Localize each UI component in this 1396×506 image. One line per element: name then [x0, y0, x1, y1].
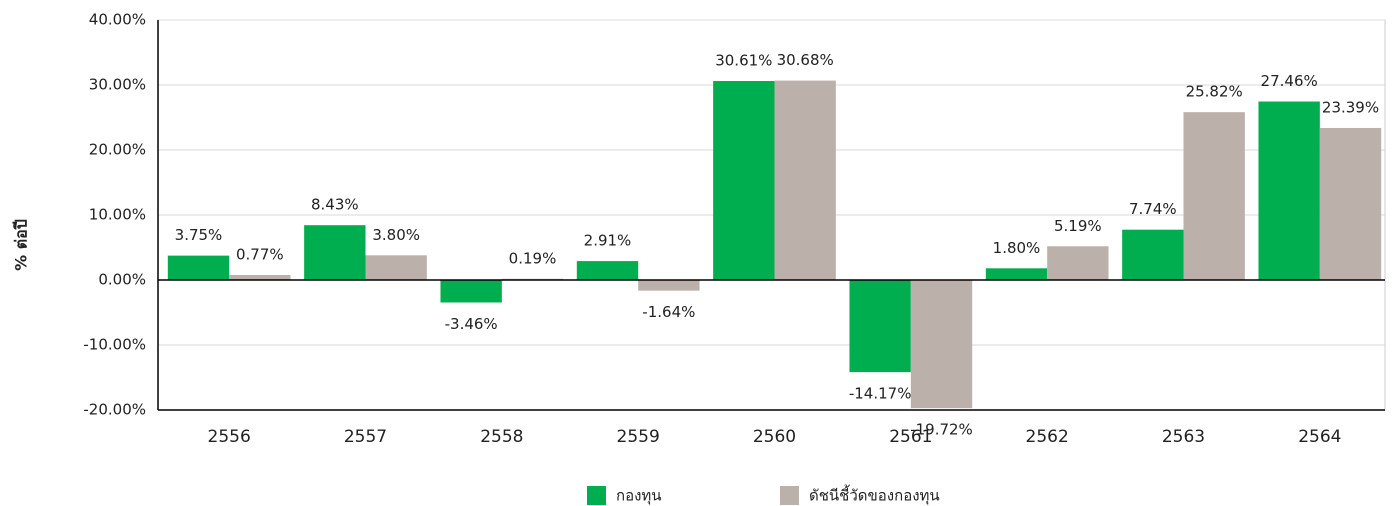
bar — [229, 274, 291, 280]
y-tick-label: 0.00% — [98, 271, 146, 289]
bar — [910, 280, 973, 409]
legend-swatch — [780, 486, 799, 505]
bar — [638, 280, 700, 291]
legend-swatch — [587, 486, 606, 505]
value-label: 7.74% — [1129, 200, 1177, 218]
x-tick-label: 2560 — [753, 427, 796, 447]
x-tick-label: 2564 — [1298, 427, 1341, 447]
value-label: 27.46% — [1261, 72, 1318, 90]
y-tick-label: 10.00% — [89, 206, 146, 224]
value-label: 1.80% — [993, 239, 1041, 257]
bar — [365, 255, 427, 280]
x-tick-label: 2558 — [480, 427, 523, 447]
value-label: 30.68% — [777, 51, 834, 69]
value-label: 25.82% — [1186, 83, 1243, 101]
bar — [440, 280, 502, 303]
value-label: -3.46% — [445, 315, 498, 333]
bar — [1258, 101, 1320, 280]
y-tick-label: -10.00% — [83, 336, 146, 354]
value-label: 5.19% — [1054, 217, 1102, 235]
value-label: 2.91% — [584, 232, 632, 250]
value-label: 30.61% — [715, 52, 772, 70]
value-label: -1.64% — [642, 303, 695, 321]
bar — [1319, 127, 1382, 280]
bar — [713, 81, 775, 280]
bar — [1047, 246, 1109, 280]
x-tick-label: 2557 — [344, 427, 387, 447]
x-tick-label: 2563 — [1162, 427, 1205, 447]
value-label: -19.72% — [910, 421, 973, 439]
y-axis-label: % ต่อปี — [12, 219, 31, 271]
value-label: 8.43% — [311, 196, 359, 214]
value-label: 0.19% — [509, 249, 557, 267]
value-label: 23.39% — [1322, 98, 1379, 116]
bar — [576, 261, 639, 280]
y-tick-label: 20.00% — [89, 141, 146, 159]
value-label: 0.77% — [236, 245, 284, 263]
legend-label: ดัชนีชี้วัดของกองทุน — [809, 485, 940, 506]
x-tick-label: 2556 — [208, 427, 251, 447]
bar — [1122, 229, 1184, 280]
bar — [167, 255, 230, 280]
bar — [849, 280, 911, 373]
value-label: 3.80% — [372, 226, 420, 244]
bar — [304, 225, 366, 280]
y-tick-label: 40.00% — [89, 11, 146, 29]
value-label: 3.75% — [175, 226, 223, 244]
x-tick-label: 2561 — [889, 427, 932, 447]
bar — [1183, 112, 1245, 280]
y-tick-label: 30.00% — [89, 76, 146, 94]
bar — [985, 268, 1048, 280]
value-label: -14.17% — [849, 385, 912, 403]
legend-label: กองทุน — [616, 487, 662, 506]
bar — [774, 80, 836, 280]
x-tick-label: 2559 — [617, 427, 660, 447]
y-tick-label: -20.00% — [83, 401, 146, 419]
x-tick-label: 2562 — [1026, 427, 1069, 447]
